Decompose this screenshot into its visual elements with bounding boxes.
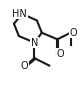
Text: HN: HN: [12, 9, 27, 19]
Text: N: N: [31, 38, 38, 48]
Text: O: O: [21, 61, 28, 71]
Text: O: O: [57, 49, 64, 59]
Text: O: O: [70, 28, 78, 38]
